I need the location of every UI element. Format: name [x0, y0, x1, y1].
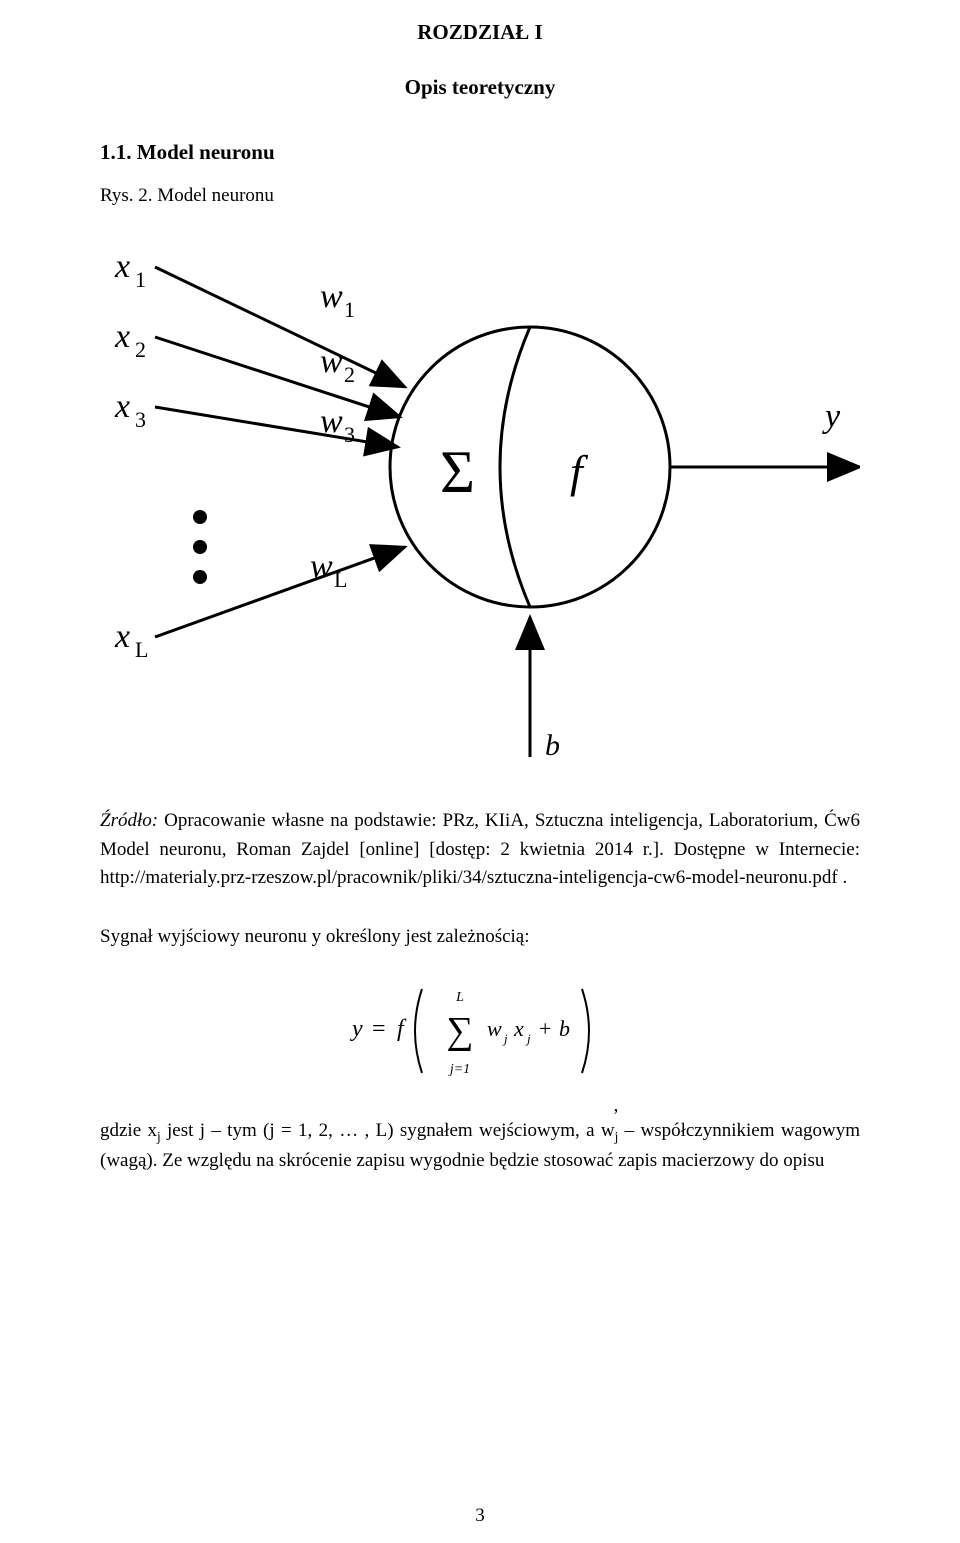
svg-text:x: x	[114, 618, 130, 655]
svg-text:x: x	[513, 1016, 524, 1041]
source-text: Opracowanie własne na podstawie: PRz, KI…	[100, 810, 860, 888]
svg-text:j=1: j=1	[447, 1062, 469, 1077]
p2-prefix: gdzie x	[100, 1120, 157, 1141]
p2-mid1: jest j – tym (j = 1, 2, … , L) sygnałem …	[161, 1120, 615, 1141]
svg-text:1: 1	[135, 267, 146, 292]
chapter-subtitle: Opis teoretyczny	[100, 75, 860, 100]
chapter-title: ROZDZIAŁ I	[100, 20, 860, 45]
svg-text:3: 3	[135, 407, 146, 432]
formula-svg: y = f L ∑ j=1 w j x j + b	[342, 981, 602, 1081]
source-label: Źródło:	[100, 810, 158, 831]
svg-text:f: f	[397, 1016, 407, 1042]
svg-text:L: L	[334, 567, 347, 592]
svg-text:2: 2	[135, 337, 146, 362]
formula-comma: ,	[614, 1095, 619, 1116]
neuron-diagram: x1x2x3xLw1w2w3wLΣfby	[100, 217, 860, 777]
paragraph-1: Sygnał wyjściowy neuronu y określony jes…	[100, 923, 860, 952]
svg-text:∑: ∑	[446, 1010, 473, 1052]
figure-label: Rys. 2. Model neuronu	[100, 185, 860, 207]
svg-text:j: j	[525, 1031, 531, 1046]
svg-text:y: y	[822, 398, 841, 435]
svg-text:w: w	[487, 1016, 502, 1041]
svg-text:Σ: Σ	[440, 439, 475, 505]
svg-text:f: f	[570, 446, 589, 497]
svg-text:2: 2	[344, 362, 355, 387]
section-title: 1.1. Model neuronu	[100, 140, 860, 165]
svg-text:w: w	[320, 343, 343, 380]
svg-text:+: +	[539, 1016, 551, 1041]
svg-text:x: x	[114, 388, 130, 425]
paragraph-2: gdzie xj jest j – tym (j = 1, 2, … , L) …	[100, 1117, 860, 1175]
page-number: 3	[0, 1505, 960, 1527]
svg-text:j: j	[502, 1031, 508, 1046]
neuron-svg: x1x2x3xLw1w2w3wLΣfby	[100, 217, 860, 777]
svg-text:w: w	[320, 403, 343, 440]
svg-text:L: L	[135, 637, 148, 662]
source-block: Źródło: Opracowanie własne na podstawie:…	[100, 807, 860, 893]
svg-text:b: b	[559, 1016, 570, 1041]
svg-text:y: y	[350, 1016, 363, 1042]
svg-text:w: w	[310, 548, 333, 585]
svg-text:x: x	[114, 248, 130, 285]
svg-text:L: L	[455, 990, 464, 1005]
svg-text:x: x	[114, 318, 130, 355]
svg-text:=: =	[372, 1016, 386, 1042]
svg-text:b: b	[545, 729, 560, 762]
formula: y = f L ∑ j=1 w j x j + b ,	[100, 981, 860, 1087]
svg-text:3: 3	[344, 422, 355, 447]
svg-text:1: 1	[344, 297, 355, 322]
svg-text:w: w	[320, 278, 343, 315]
